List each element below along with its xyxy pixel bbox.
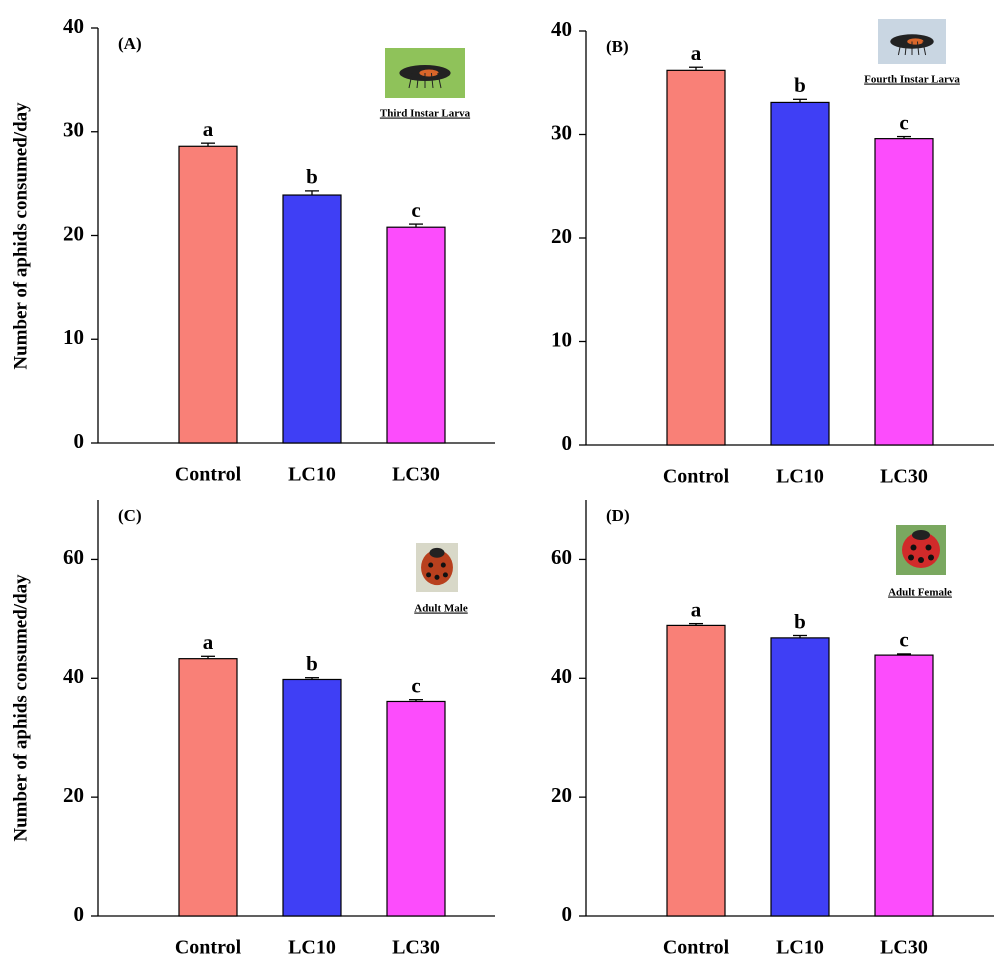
significance-letter: c bbox=[411, 673, 420, 697]
bar bbox=[283, 679, 341, 916]
bar bbox=[387, 701, 445, 916]
beetle-spot bbox=[428, 563, 433, 568]
image-caption: Fourth Instar Larva bbox=[864, 74, 960, 86]
larva-mark bbox=[907, 38, 923, 44]
insect-photo bbox=[878, 19, 946, 64]
y-tick-label: 20 bbox=[551, 783, 572, 807]
x-tick-label: Control bbox=[663, 466, 730, 488]
x-tick-label: LC10 bbox=[776, 937, 824, 958]
beetle-spot bbox=[928, 555, 934, 561]
x-tick-label: LC30 bbox=[880, 937, 928, 958]
panel-label: (D) bbox=[606, 506, 630, 525]
y-tick-label: 40 bbox=[63, 14, 84, 38]
insect-photo bbox=[385, 48, 465, 98]
bar bbox=[179, 146, 237, 443]
significance-letter: a bbox=[691, 41, 702, 65]
beetle-spot bbox=[926, 545, 932, 551]
x-tick-label: LC30 bbox=[392, 937, 440, 958]
y-tick-label: 40 bbox=[63, 664, 84, 688]
significance-letter: b bbox=[794, 609, 806, 633]
y-tick-label: 10 bbox=[63, 325, 84, 349]
y-tick-label: 20 bbox=[63, 783, 84, 807]
beetle-spot bbox=[434, 575, 439, 580]
bar bbox=[667, 70, 725, 445]
insect-photo bbox=[416, 543, 458, 592]
image-caption: Adult Male bbox=[414, 603, 468, 615]
image-caption: Adult Female bbox=[888, 587, 952, 599]
bar bbox=[875, 139, 933, 445]
beetle-spot bbox=[426, 572, 431, 577]
bar bbox=[771, 102, 829, 445]
y-tick-label: 60 bbox=[551, 545, 572, 569]
bar bbox=[771, 638, 829, 916]
significance-letter: a bbox=[691, 597, 702, 621]
beetle-spot bbox=[908, 555, 914, 561]
x-tick-label: LC10 bbox=[288, 464, 336, 486]
y-tick-label: 20 bbox=[63, 221, 84, 245]
beetle-head bbox=[912, 530, 930, 540]
y-tick-label: 0 bbox=[74, 429, 85, 453]
y-tick-label: 40 bbox=[551, 664, 572, 688]
y-tick-label: 30 bbox=[63, 118, 84, 142]
significance-letter: b bbox=[306, 165, 318, 189]
figure: 0 10 20 30 40 (A) Number of aphids consumed/da… bbox=[0, 0, 994, 958]
x-tick-label: LC30 bbox=[880, 466, 928, 488]
beetle-spot bbox=[441, 563, 446, 568]
beetle-spot bbox=[918, 557, 924, 563]
beetle-head bbox=[429, 548, 444, 558]
error-bar bbox=[305, 191, 319, 195]
bar bbox=[875, 655, 933, 916]
y-tick-label: 60 bbox=[63, 545, 84, 569]
y-tick-label: 0 bbox=[562, 902, 573, 926]
y-tick-label: 0 bbox=[562, 431, 573, 455]
bar bbox=[179, 659, 237, 916]
image-caption: Third Instar Larva bbox=[380, 108, 471, 120]
bar bbox=[387, 227, 445, 443]
bar bbox=[667, 625, 725, 916]
panel-label: (B) bbox=[606, 37, 629, 56]
y-tick-label: 40 bbox=[551, 17, 572, 41]
bar bbox=[283, 195, 341, 443]
y-tick-label: 20 bbox=[551, 224, 572, 248]
significance-letter: c bbox=[899, 628, 908, 652]
panel-label: (C) bbox=[118, 506, 142, 525]
x-tick-label: LC10 bbox=[288, 937, 336, 958]
beetle-spot bbox=[911, 545, 917, 551]
beetle-spot bbox=[443, 572, 448, 577]
y-tick-label: 30 bbox=[551, 120, 572, 144]
significance-letter: b bbox=[306, 652, 318, 676]
significance-letter: c bbox=[899, 110, 908, 134]
significance-letter: a bbox=[203, 630, 214, 654]
y-axis-label: Number of aphids consumed/day bbox=[10, 574, 31, 842]
significance-letter: a bbox=[203, 117, 214, 141]
y-axis-label: Number of aphids consumed/day bbox=[10, 102, 31, 370]
significance-letter: b bbox=[794, 73, 806, 97]
x-tick-label: Control bbox=[175, 464, 242, 486]
x-tick-label: Control bbox=[663, 937, 730, 958]
significance-letter: c bbox=[411, 198, 420, 222]
x-tick-label: LC30 bbox=[392, 464, 440, 486]
x-tick-label: Control bbox=[175, 937, 242, 958]
larva-mark bbox=[419, 70, 438, 77]
insect-photo bbox=[896, 525, 946, 575]
y-tick-label: 10 bbox=[551, 327, 572, 351]
panel-label: (A) bbox=[118, 34, 142, 53]
x-tick-label: LC10 bbox=[776, 466, 824, 488]
y-tick-label: 0 bbox=[74, 902, 85, 926]
